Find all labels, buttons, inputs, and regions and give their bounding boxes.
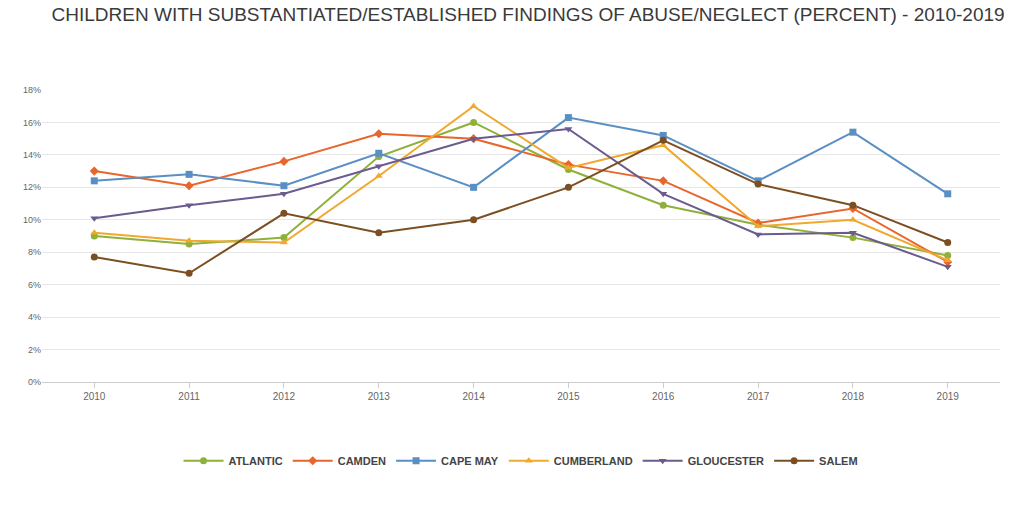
svg-text:2018: 2018 [842, 391, 865, 402]
svg-text:GLOUCESTER: GLOUCESTER [688, 455, 764, 467]
svg-text:10%: 10% [23, 215, 41, 225]
svg-text:SALEM: SALEM [819, 455, 858, 467]
svg-text:2010: 2010 [83, 391, 106, 402]
svg-text:CHILDREN WITH SUBSTANTIATED/ES: CHILDREN WITH SUBSTANTIATED/ESTABLISHED … [52, 4, 1005, 25]
svg-text:ATLANTIC: ATLANTIC [229, 455, 283, 467]
svg-text:4%: 4% [28, 312, 41, 322]
svg-text:18%: 18% [23, 85, 41, 95]
svg-text:8%: 8% [28, 247, 41, 257]
svg-text:2014: 2014 [462, 391, 485, 402]
svg-text:CUMBERLAND: CUMBERLAND [554, 455, 633, 467]
svg-text:2%: 2% [28, 345, 41, 355]
svg-text:2017: 2017 [747, 391, 770, 402]
svg-text:2013: 2013 [368, 391, 391, 402]
svg-text:2015: 2015 [557, 391, 580, 402]
svg-text:2012: 2012 [273, 391, 296, 402]
svg-text:14%: 14% [23, 150, 41, 160]
svg-text:Advocates for Children of New: Advocates for Children of New Jersey fro… [39, 527, 417, 529]
svg-text:2011: 2011 [178, 391, 200, 402]
svg-text:2016: 2016 [652, 391, 675, 402]
svg-text:6%: 6% [28, 280, 41, 290]
svg-text:12%: 12% [23, 182, 41, 192]
svg-text:2019: 2019 [937, 391, 960, 402]
svg-text:CAPE MAY: CAPE MAY [441, 455, 499, 467]
svg-text:CAMDEN: CAMDEN [338, 455, 386, 467]
svg-text:16%: 16% [23, 118, 41, 128]
svg-text:0%: 0% [28, 377, 41, 387]
